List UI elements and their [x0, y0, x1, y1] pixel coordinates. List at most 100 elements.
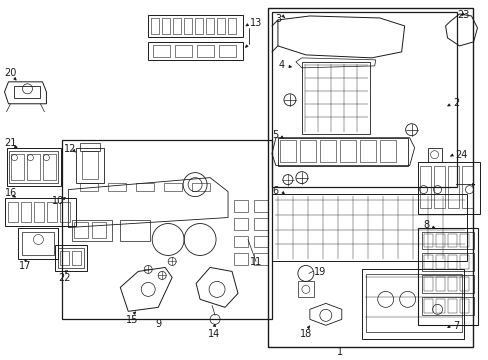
Text: 4: 4	[278, 60, 285, 70]
Bar	[423, 278, 432, 291]
Bar	[459, 300, 468, 313]
Bar	[197, 45, 214, 57]
Bar	[459, 234, 468, 247]
Text: 7: 7	[453, 321, 459, 331]
Bar	[219, 45, 236, 57]
Bar	[417, 162, 479, 213]
Bar	[435, 234, 444, 247]
Bar	[417, 228, 476, 325]
Bar	[192, 183, 210, 190]
Bar	[153, 45, 170, 57]
Bar	[253, 235, 267, 247]
Text: 5: 5	[271, 130, 278, 140]
Bar	[271, 12, 456, 186]
Text: 10: 10	[52, 195, 64, 206]
Bar	[234, 199, 247, 212]
Bar	[80, 143, 100, 151]
Bar	[15, 86, 41, 98]
Text: 2: 2	[453, 98, 459, 108]
Bar	[423, 300, 432, 313]
Bar	[72, 220, 112, 242]
Bar	[253, 253, 267, 265]
Bar	[271, 194, 466, 261]
Bar	[427, 148, 441, 162]
Bar	[173, 18, 181, 34]
Bar	[447, 278, 456, 291]
Bar	[148, 15, 243, 37]
Text: 11: 11	[249, 257, 262, 267]
Bar	[419, 166, 430, 208]
Bar	[19, 228, 58, 260]
Bar	[447, 234, 456, 247]
Bar	[459, 278, 468, 291]
Text: 13: 13	[249, 18, 262, 28]
Bar	[164, 183, 182, 190]
Bar	[217, 18, 224, 34]
Bar	[299, 140, 315, 162]
Bar	[253, 199, 267, 212]
Bar	[447, 256, 456, 269]
Bar	[234, 253, 247, 265]
Bar	[421, 275, 472, 293]
Text: 14: 14	[208, 329, 220, 339]
Text: 16: 16	[4, 188, 17, 198]
Bar	[234, 235, 247, 247]
Text: 1: 1	[336, 347, 342, 357]
Bar	[459, 256, 468, 269]
Bar	[297, 282, 313, 297]
Bar	[227, 18, 236, 34]
Bar	[319, 140, 335, 162]
Bar	[435, 278, 444, 291]
Bar	[47, 202, 57, 221]
Bar	[461, 166, 471, 208]
Bar	[301, 62, 369, 134]
Bar	[423, 256, 432, 269]
Bar	[162, 18, 170, 34]
Bar	[82, 151, 98, 179]
Bar	[435, 256, 444, 269]
Bar	[253, 217, 267, 230]
Bar	[365, 274, 461, 332]
Bar	[447, 300, 456, 313]
Bar	[379, 140, 395, 162]
Bar	[120, 220, 150, 242]
Bar	[205, 18, 214, 34]
Bar	[108, 183, 126, 190]
Bar	[34, 202, 44, 221]
Bar	[76, 148, 104, 183]
Bar	[421, 297, 472, 315]
Bar	[195, 18, 203, 34]
Bar	[55, 246, 87, 271]
Bar	[92, 221, 106, 238]
Text: 8: 8	[423, 220, 429, 230]
Text: 23: 23	[457, 10, 469, 20]
Text: 19: 19	[313, 267, 325, 278]
Bar	[12, 154, 24, 180]
Bar	[8, 202, 19, 221]
Text: 18: 18	[299, 329, 311, 339]
Bar	[136, 183, 154, 190]
Bar	[151, 18, 159, 34]
Bar	[74, 221, 88, 238]
Bar	[6, 148, 61, 186]
Bar	[447, 166, 458, 208]
Bar	[279, 140, 295, 162]
Text: 15: 15	[126, 315, 138, 325]
Bar	[43, 154, 56, 180]
Bar	[433, 166, 444, 208]
Bar	[175, 45, 192, 57]
Bar	[72, 252, 81, 265]
Bar	[62, 140, 271, 319]
Bar	[423, 234, 432, 247]
Text: 22: 22	[58, 274, 71, 283]
Text: 24: 24	[455, 150, 467, 160]
Bar	[9, 151, 58, 183]
Bar	[21, 202, 31, 221]
Bar	[421, 231, 472, 249]
Bar	[60, 202, 70, 221]
Bar	[267, 8, 471, 347]
Bar	[58, 248, 84, 269]
Text: 21: 21	[4, 138, 17, 148]
Bar	[4, 198, 76, 225]
Bar	[277, 138, 407, 166]
